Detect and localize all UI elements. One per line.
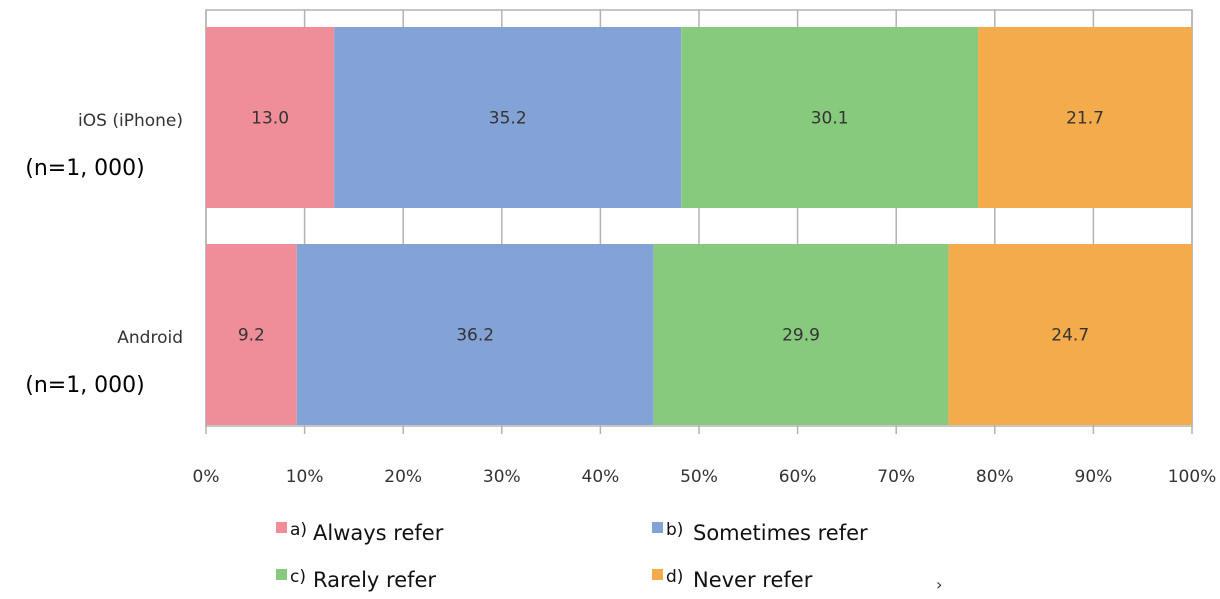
- bar-value-label: 24.7: [1051, 326, 1089, 346]
- legend-swatch: [276, 569, 287, 580]
- bar-value-label: 36.2: [456, 326, 494, 346]
- legend-letter: a): [290, 520, 307, 540]
- legend-letter: b): [666, 520, 683, 540]
- bar-value-label: 9.2: [238, 326, 265, 346]
- bar-value-label: 21.7: [1066, 109, 1104, 129]
- x-tick-label: 70%: [877, 467, 915, 487]
- bar-segment-never-refer: [978, 27, 1192, 208]
- bar-value-label: 30.1: [811, 109, 849, 129]
- x-tick-label: 50%: [680, 467, 718, 487]
- bar-value-label: 29.9: [782, 326, 820, 346]
- legend-swatch: [652, 569, 663, 580]
- legend-swatch: [652, 522, 663, 533]
- bar-value-label: 35.2: [489, 109, 527, 129]
- bar-segment-sometimes-refer: [334, 27, 682, 208]
- x-tick-label: 100%: [1168, 467, 1217, 487]
- x-tick-label: 60%: [779, 467, 817, 487]
- bar-segment-sometimes-refer: [296, 244, 654, 425]
- x-tick-label: 30%: [483, 467, 521, 487]
- category-label: iOS (iPhone): [78, 111, 183, 131]
- legend-entry: Sometimes refer: [693, 521, 868, 545]
- x-tick-label: 80%: [976, 467, 1014, 487]
- bar-segment-rarely-refer: [681, 27, 979, 208]
- legend-entry: Never refer: [693, 568, 813, 592]
- sample-size-label: (n=1, 000): [25, 156, 145, 181]
- x-tick-label: 90%: [1075, 467, 1113, 487]
- legend-letter: d): [666, 567, 683, 587]
- x-tick-label: 40%: [582, 467, 620, 487]
- bar-segment-never-refer: [948, 244, 1192, 425]
- legend-swatch: [276, 522, 287, 533]
- bar-segment-always-refer: [206, 244, 297, 425]
- x-tick-label: 20%: [384, 467, 422, 487]
- legend-entry: Rarely refer: [313, 568, 436, 592]
- bar-segment-always-refer: [206, 27, 335, 208]
- x-tick-label: 10%: [286, 467, 324, 487]
- footnote-mark: ›: [936, 575, 942, 594]
- bar-value-label: 13.0: [251, 109, 289, 129]
- legend-letter: c): [290, 567, 306, 587]
- bar-segment-rarely-refer: [653, 244, 949, 425]
- sample-size-label: (n=1, 000): [25, 373, 145, 398]
- legend-entry: Always refer: [313, 521, 444, 545]
- category-label: Android: [117, 328, 183, 348]
- x-tick-label: 0%: [193, 467, 220, 487]
